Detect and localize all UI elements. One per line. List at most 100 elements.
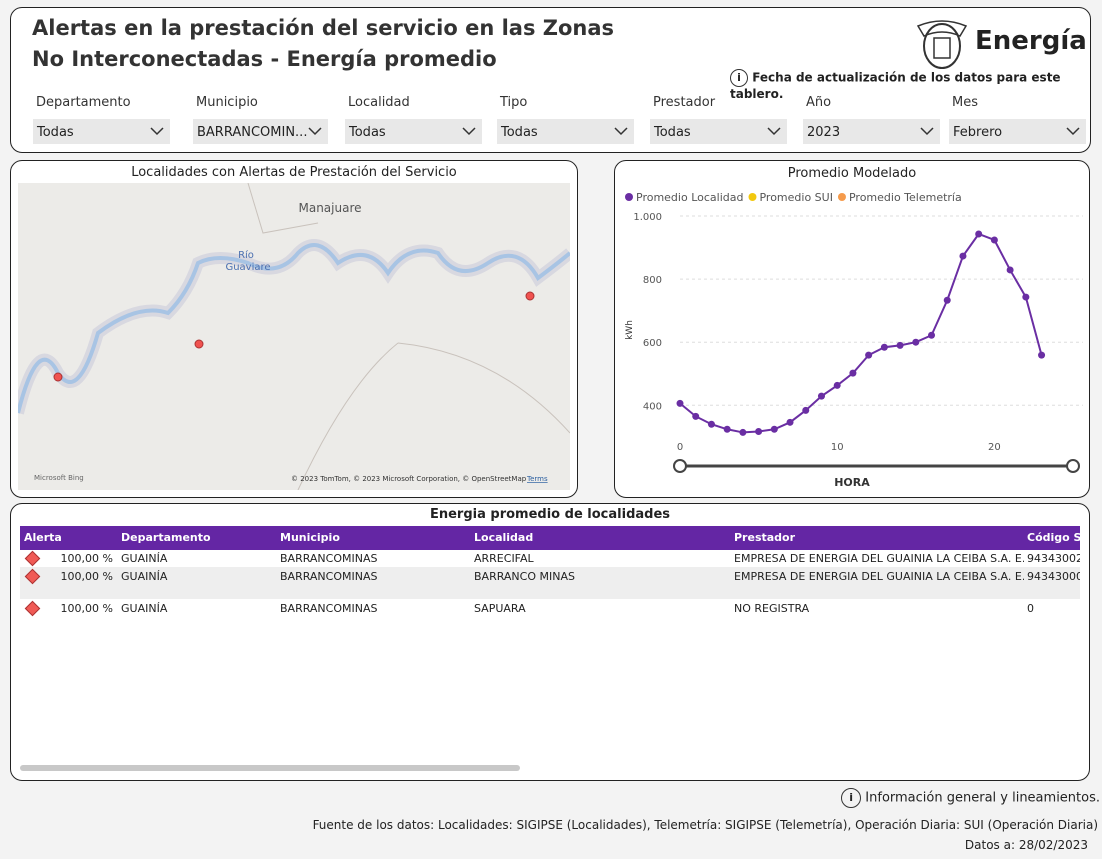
filter-dropdown[interactable]: Todas: [497, 119, 634, 144]
chevron: [614, 127, 628, 136]
table-cell: BARRANCOMINAS: [280, 602, 378, 615]
date-note: Datos a: 28/02/2023: [964, 838, 1088, 852]
series-line: [679, 232, 1043, 434]
data-point[interactable]: [755, 427, 763, 435]
map-attribution: © 2023 TomTom, © 2023 Microsoft Corporat…: [291, 475, 527, 483]
info-icon: i: [841, 788, 862, 808]
table-cell: 100,00 %: [60, 552, 113, 565]
data-point[interactable]: [896, 341, 904, 349]
y-tick-label: 600: [643, 338, 662, 349]
data-point[interactable]: [990, 236, 998, 244]
table-cell: 0: [1027, 602, 1034, 615]
filter-dropdown[interactable]: Todas: [33, 119, 170, 144]
table-cell: BARRANCOMINAS: [280, 570, 378, 583]
table-cell: 100,00 %: [60, 570, 113, 583]
table-cell: GUAINÍA: [121, 552, 168, 565]
data-point[interactable]: [928, 331, 936, 339]
legend-swatch: [748, 193, 757, 201]
chevron-path: [462, 127, 476, 136]
slider-handle[interactable]: [1066, 459, 1080, 473]
data-point[interactable]: [1022, 293, 1030, 301]
data-point[interactable]: [833, 381, 841, 389]
filter-dropdown[interactable]: BARRANCOMIN...: [193, 119, 328, 144]
legend-item[interactable]: Promedio Telemetría: [837, 191, 962, 204]
slider-handle[interactable]: [673, 459, 687, 473]
source-note: Fuente de los datos: Localidades: SIGIPS…: [312, 818, 1098, 832]
column-header[interactable]: Código SU: [1027, 531, 1080, 544]
chevron: [462, 127, 476, 136]
chevron: [1066, 127, 1080, 136]
place-label: Manajuare: [298, 201, 361, 215]
column-header[interactable]: Departamento: [121, 531, 211, 544]
info-link[interactable]: i Información general y lineamientos.: [841, 788, 1100, 808]
data-point[interactable]: [912, 338, 920, 346]
x-axis-label: HORA: [834, 476, 870, 489]
data-point[interactable]: [770, 425, 778, 433]
data-point[interactable]: [975, 230, 983, 238]
chevron-path: [1066, 127, 1080, 136]
filter-dropdown[interactable]: 2023: [803, 119, 940, 144]
chevron: [920, 127, 934, 136]
page-title: Alertas en la prestación del servicio en…: [32, 16, 615, 71]
chevron-path: [308, 127, 322, 136]
data-point[interactable]: [739, 428, 747, 436]
data-point[interactable]: [676, 399, 684, 407]
filter-label: Tipo: [500, 95, 528, 110]
chevron-path: [614, 127, 628, 136]
table-row-band: [20, 567, 1080, 599]
table-cell: GUAINÍA: [121, 570, 168, 583]
x-tick-label: 0: [677, 442, 683, 453]
filter-value: Febrero: [953, 125, 1003, 140]
legend-swatch: [625, 193, 633, 201]
legend-label: Promedio Localidad: [636, 191, 743, 204]
map[interactable]: Manajuare Río Guaviare Microsoft Bing © …: [18, 183, 570, 490]
legend-swatch: [837, 193, 846, 201]
logo-emblem: [916, 20, 968, 69]
data-point[interactable]: [786, 418, 794, 426]
filter-value: BARRANCOMIN...: [197, 125, 308, 140]
legend-item[interactable]: Promedio SUI: [748, 191, 833, 204]
filter-label: Departamento: [36, 95, 131, 110]
column-header[interactable]: Municipio: [280, 531, 340, 544]
update-note[interactable]: i Fecha de actualización de los datos pa…: [730, 69, 1102, 101]
data-point[interactable]: [1038, 351, 1046, 359]
table-cell: EMPRESA DE ENERGIA DEL GUAINIA LA CEIBA …: [734, 552, 1024, 565]
data-point[interactable]: [849, 369, 857, 377]
place-label: Guaviare: [225, 262, 270, 273]
filter-dropdown[interactable]: Todas: [650, 119, 787, 144]
y-tick-label: 400: [643, 401, 662, 412]
data-point[interactable]: [723, 425, 731, 433]
table-cell: 94343000: [1027, 570, 1080, 583]
data-point[interactable]: [959, 252, 967, 260]
legend-item[interactable]: Promedio Localidad: [625, 191, 743, 204]
data-point[interactable]: [692, 412, 700, 420]
data-point[interactable]: [880, 343, 888, 351]
filter-dropdown[interactable]: Febrero: [949, 119, 1086, 144]
filter-value: Todas: [501, 125, 538, 140]
map-provider: Microsoft Bing: [34, 474, 84, 482]
column-header[interactable]: Localidad: [474, 531, 534, 544]
chevron-path: [920, 127, 934, 136]
map-terms[interactable]: Terms: [526, 475, 548, 483]
x-tick-label: 10: [831, 442, 844, 453]
data-point[interactable]: [865, 351, 873, 359]
data-point[interactable]: [817, 392, 825, 400]
column-header[interactable]: Prestador: [734, 531, 796, 544]
filter-label: Prestador: [653, 95, 716, 110]
filter-dropdown[interactable]: Todas: [345, 119, 482, 144]
x-tick-label: 20: [988, 442, 1001, 453]
chevron: [308, 127, 322, 136]
logo-text: Energía: [975, 26, 1087, 56]
info-icon: i: [730, 69, 748, 87]
table-cell: SAPUARA: [474, 602, 526, 615]
data-point[interactable]: [802, 406, 810, 414]
column-header[interactable]: Alerta: [24, 531, 62, 544]
filter-label: Localidad: [348, 95, 410, 110]
data-point[interactable]: [943, 296, 951, 304]
scrollbar[interactable]: [20, 765, 520, 771]
map-title: Localidades con Alertas de Prestación de…: [131, 165, 457, 180]
data-point[interactable]: [707, 420, 715, 428]
data-point[interactable]: [1006, 266, 1014, 274]
table-cell: GUAINÍA: [121, 602, 168, 615]
